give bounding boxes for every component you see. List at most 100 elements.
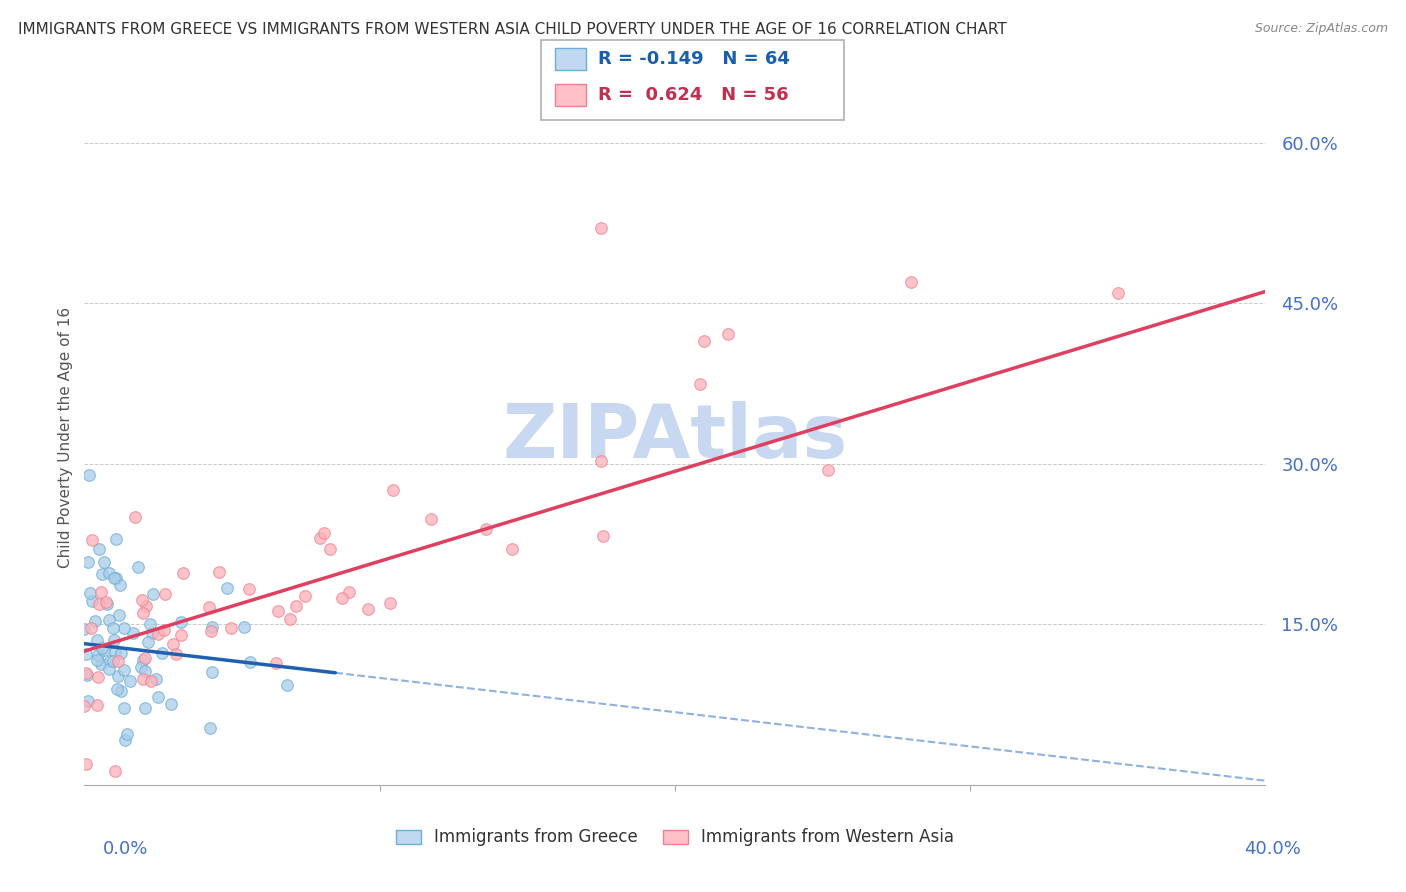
Point xyxy=(87,648,110,662)
Point xyxy=(900,275,922,289)
Text: IMMIGRANTS FROM GREECE VS IMMIGRANTS FROM WESTERN ASIA CHILD POVERTY UNDER THE A: IMMIGRANTS FROM GREECE VS IMMIGRANTS FRO… xyxy=(18,22,1007,37)
Point xyxy=(105,571,128,585)
Point xyxy=(101,654,124,668)
Text: R =  0.624   N = 56: R = 0.624 N = 56 xyxy=(598,86,789,104)
Point xyxy=(172,566,194,581)
Point xyxy=(592,529,614,543)
Point xyxy=(153,624,176,638)
Point xyxy=(215,581,238,595)
Point xyxy=(112,621,135,635)
Point xyxy=(1107,285,1129,300)
Text: 40.0%: 40.0% xyxy=(1244,840,1301,858)
Point xyxy=(79,586,101,600)
Point xyxy=(115,727,138,741)
Point xyxy=(75,756,97,771)
Point xyxy=(319,541,342,556)
Point xyxy=(97,613,120,627)
Point xyxy=(118,674,141,689)
Point xyxy=(239,655,262,669)
Point xyxy=(200,721,222,735)
Point xyxy=(103,632,125,647)
Point xyxy=(114,733,136,747)
Point xyxy=(330,591,353,606)
Point xyxy=(357,602,380,616)
Point xyxy=(278,612,301,626)
Point xyxy=(155,587,177,601)
Point xyxy=(232,620,254,634)
Point xyxy=(104,645,127,659)
Point xyxy=(91,566,114,581)
Point xyxy=(170,615,193,630)
Point xyxy=(93,642,115,657)
Point xyxy=(145,673,167,687)
Point xyxy=(87,597,110,611)
Point xyxy=(264,656,287,670)
Point xyxy=(146,690,169,704)
Point xyxy=(135,599,157,613)
Point xyxy=(105,532,128,546)
Point xyxy=(86,652,108,666)
Point xyxy=(337,585,360,599)
Point xyxy=(127,560,149,574)
Text: ZIPAtlas: ZIPAtlas xyxy=(502,401,848,474)
Point xyxy=(75,647,97,661)
Point xyxy=(141,673,163,688)
Point xyxy=(94,595,117,609)
Point xyxy=(98,654,121,668)
Point xyxy=(276,678,298,692)
Point xyxy=(380,596,402,610)
Point xyxy=(132,672,155,686)
Point xyxy=(294,589,316,603)
Point xyxy=(131,593,153,607)
Point xyxy=(201,620,224,634)
Point xyxy=(689,377,711,392)
Point xyxy=(87,542,111,557)
Point xyxy=(142,587,165,601)
Point xyxy=(146,626,169,640)
Point xyxy=(201,665,224,679)
Point xyxy=(124,510,146,524)
Point xyxy=(107,669,129,683)
Point xyxy=(101,621,124,635)
Point xyxy=(80,533,103,547)
Point xyxy=(136,635,159,649)
Point xyxy=(817,463,839,477)
Point xyxy=(162,637,184,651)
Point xyxy=(419,512,441,526)
Point xyxy=(134,701,156,715)
Point xyxy=(90,657,112,671)
Point xyxy=(80,594,103,608)
Point xyxy=(170,628,193,642)
Point xyxy=(73,622,96,636)
Point xyxy=(717,327,740,342)
Point xyxy=(110,646,132,660)
Point xyxy=(112,663,135,677)
Point xyxy=(131,606,153,620)
Point xyxy=(122,626,145,640)
Point xyxy=(132,653,155,667)
Point xyxy=(501,542,523,557)
Point xyxy=(90,641,112,656)
Point xyxy=(110,683,132,698)
Point xyxy=(98,566,121,580)
Point xyxy=(221,622,243,636)
Point xyxy=(80,621,103,635)
Point xyxy=(77,694,100,708)
Point xyxy=(134,651,156,665)
Point xyxy=(134,665,156,679)
Point xyxy=(96,598,118,612)
Point xyxy=(165,648,187,662)
Point xyxy=(591,221,613,235)
Point xyxy=(97,662,120,676)
Point xyxy=(110,578,132,592)
Point xyxy=(105,682,128,697)
Point xyxy=(208,566,231,580)
Text: R = -0.149   N = 64: R = -0.149 N = 64 xyxy=(598,50,789,69)
Point xyxy=(112,700,135,714)
Point xyxy=(87,670,110,684)
Point xyxy=(308,531,330,545)
Point xyxy=(86,698,108,712)
Text: 0.0%: 0.0% xyxy=(103,840,148,858)
Point xyxy=(84,615,107,629)
Point xyxy=(139,617,162,632)
